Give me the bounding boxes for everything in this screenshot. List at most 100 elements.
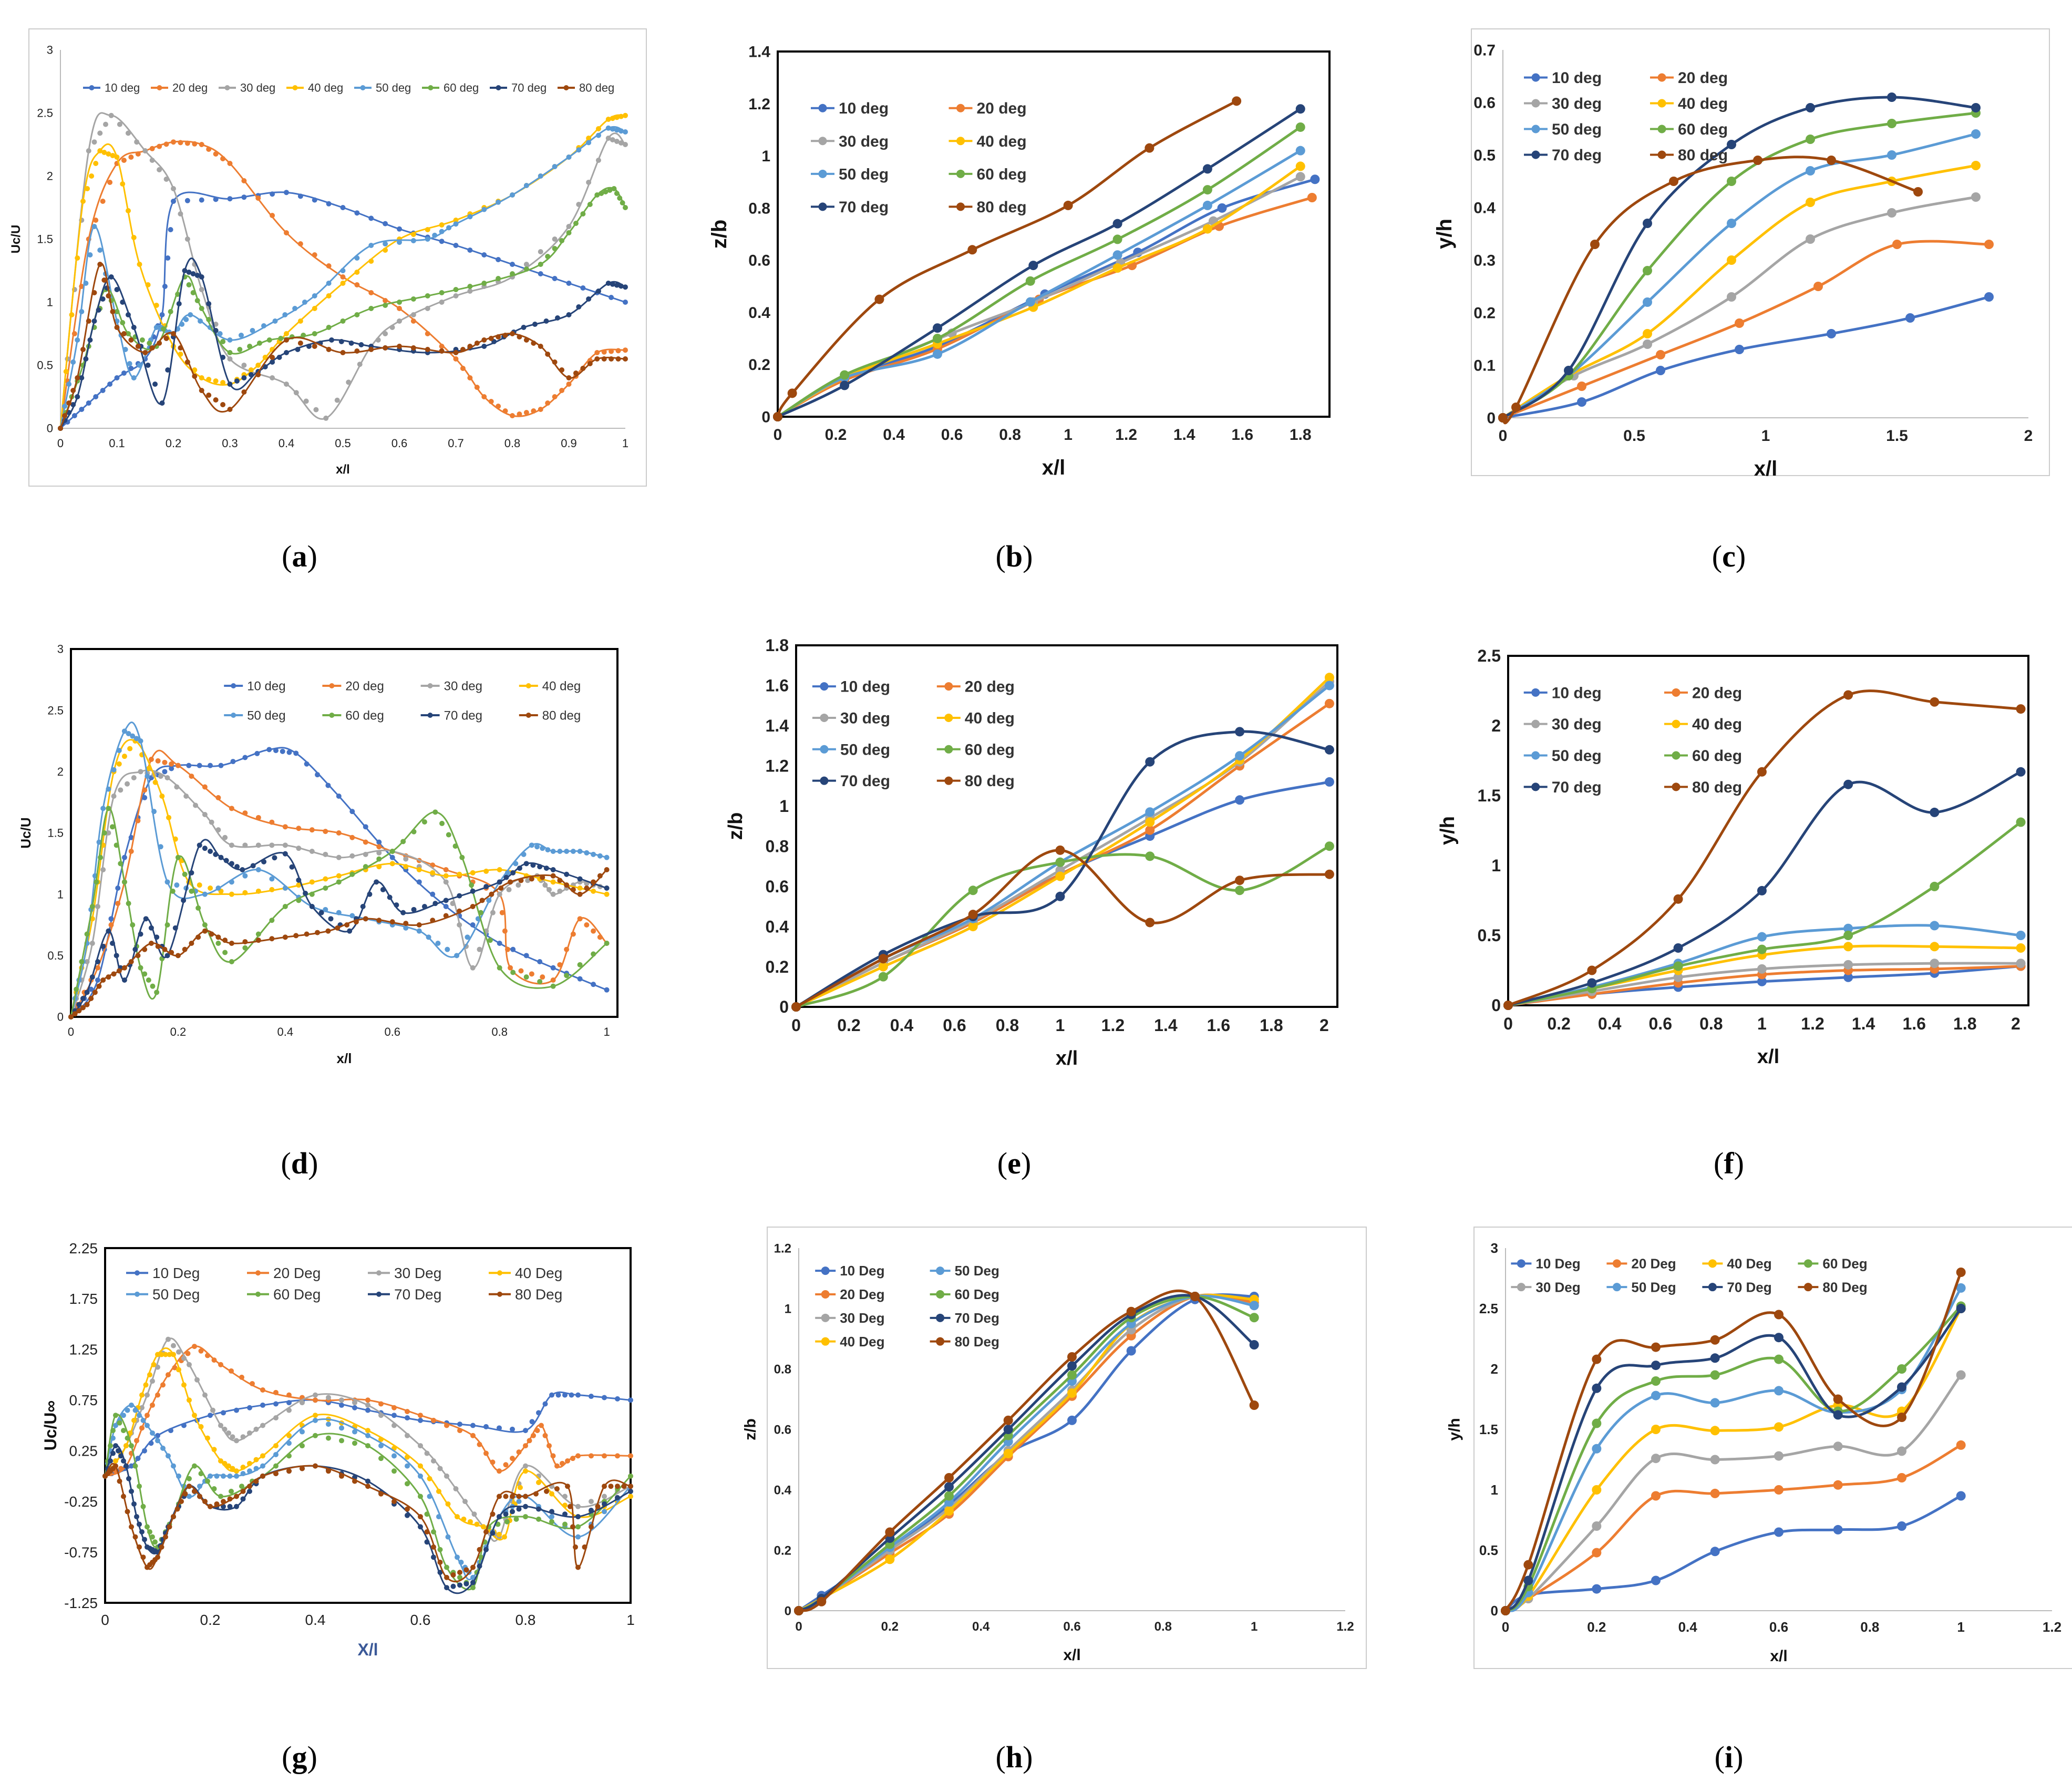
data-point [474, 1521, 480, 1527]
data-point [405, 1408, 410, 1414]
data-point [470, 904, 476, 909]
data-point [363, 851, 368, 857]
chart-h: 0 0.2 0.4 0.6 0.8 1 1.200.20.40.60.811.2x/lz/b… [742, 1227, 1367, 1669]
data-point [566, 375, 572, 380]
legend-marker [818, 104, 827, 112]
series-line [104, 1463, 631, 1583]
data-point [199, 306, 204, 311]
data-point [113, 1423, 118, 1428]
data-point [545, 847, 551, 853]
data-point [153, 303, 159, 308]
x-tick-label: 0.5 [1623, 427, 1645, 445]
data-point [483, 1547, 489, 1552]
data-point [552, 276, 558, 281]
data-point [1295, 122, 1305, 132]
x-tick-label: 1.4 [1173, 426, 1195, 444]
data-point [118, 787, 123, 793]
data-point [239, 1484, 244, 1489]
y-tick-label: 1.5 [1479, 1422, 1498, 1437]
data-point [1673, 943, 1683, 953]
data-point [106, 786, 111, 792]
data-point [137, 1521, 142, 1527]
legend-marker [89, 85, 95, 90]
legend-marker [427, 683, 433, 688]
data-point [211, 1447, 217, 1453]
data-point [172, 1365, 178, 1371]
data-point [605, 281, 611, 286]
data-point [497, 879, 502, 885]
x-tick-label: 1.6 [1231, 426, 1253, 444]
data-point [458, 1559, 464, 1565]
data-point [453, 293, 459, 298]
y-axis-label: z/b [742, 1418, 759, 1440]
legend-label: 70 deg [1552, 779, 1602, 796]
data-point [378, 1437, 384, 1443]
data-point [1984, 240, 1994, 249]
data-point [128, 849, 134, 854]
data-point [178, 211, 183, 217]
data-point [143, 1382, 149, 1388]
data-point [66, 400, 72, 406]
series-line [1502, 195, 1976, 419]
data-point [189, 870, 194, 876]
data-point [1324, 673, 1334, 683]
data-point [460, 347, 466, 352]
data-point [221, 1473, 226, 1479]
data-point [227, 356, 233, 362]
data-point [336, 910, 342, 915]
data-point [247, 1460, 252, 1466]
y-tick-label: 0.8 [766, 837, 789, 856]
data-point [545, 352, 551, 357]
data-point [523, 410, 529, 415]
data-point [113, 1463, 118, 1469]
data-point [421, 819, 427, 825]
data-point [365, 1484, 370, 1489]
data-point [1930, 921, 1940, 931]
data-point [432, 901, 438, 907]
legend-label: 40 deg [1692, 716, 1742, 733]
data-point [148, 941, 154, 946]
data-point [1930, 881, 1940, 891]
legend-label: 80 deg [1678, 147, 1728, 164]
data-point [215, 827, 221, 833]
data-point [580, 285, 586, 291]
data-point [403, 864, 409, 870]
data-point [110, 153, 116, 158]
legend-marker [944, 713, 953, 722]
data-point [609, 295, 614, 300]
data-point [155, 1364, 160, 1370]
data-point [168, 1428, 173, 1434]
data-point [278, 336, 284, 341]
legend-marker [956, 104, 965, 112]
legend-label: 30 deg [1552, 716, 1602, 733]
data-point [615, 348, 621, 354]
data-point [162, 769, 168, 775]
data-point [1887, 92, 1896, 102]
data-point [457, 1422, 462, 1427]
data-point [497, 1514, 502, 1520]
data-point [159, 1352, 164, 1357]
y-tick-label: 2 [1491, 716, 1501, 735]
y-tick-label: 0 [761, 409, 770, 426]
data-point [1843, 942, 1853, 952]
data-point [76, 1002, 82, 1007]
data-point [113, 1458, 118, 1464]
data-point [602, 1501, 607, 1507]
data-point [1643, 297, 1652, 307]
data-point [461, 1516, 467, 1522]
data-point [91, 139, 97, 145]
data-point [557, 888, 563, 894]
data-point [164, 879, 170, 885]
data-point [340, 318, 346, 324]
data-point [575, 1453, 581, 1459]
data-point [155, 1438, 160, 1444]
data-point [135, 151, 141, 157]
x-axis-label: x/l [1754, 457, 1777, 480]
data-point [340, 268, 346, 273]
data-point [222, 1460, 228, 1466]
data-point [344, 922, 350, 928]
data-point [304, 931, 310, 937]
legend-label: 70 Deg [1727, 1279, 1771, 1295]
data-point [241, 178, 247, 183]
y-tick-label: 1 [779, 797, 789, 816]
